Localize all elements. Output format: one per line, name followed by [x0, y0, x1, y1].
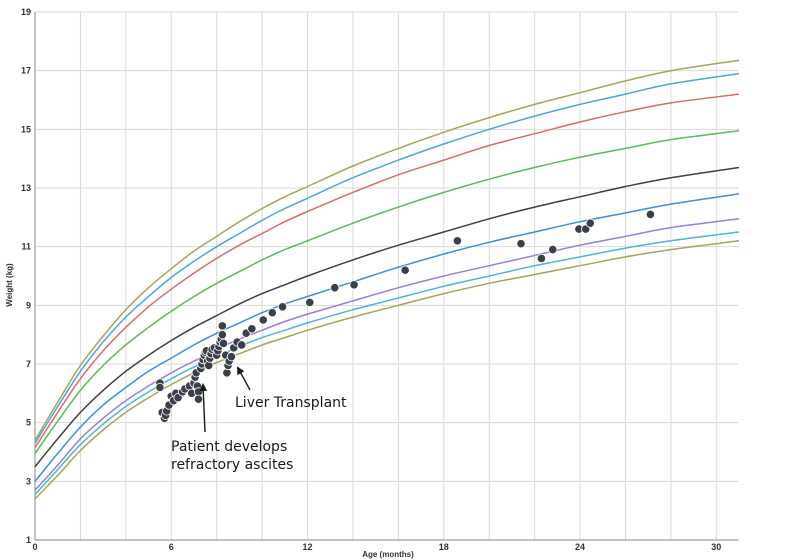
x-tick-label: 24: [575, 542, 585, 552]
patient-data-point: [548, 245, 558, 255]
patient-data-point: [155, 382, 165, 393]
y-axis-title: Weight (kg): [5, 263, 14, 307]
y-tick-label: 3: [26, 476, 31, 486]
y-tick-label: 9: [26, 300, 31, 310]
percentile-curve-9: [34, 59, 740, 441]
x-tick-label: 12: [303, 542, 313, 552]
ascites-label-line1: Patient develops: [171, 439, 287, 455]
patient-data-point: [237, 340, 247, 350]
percentile-curves: [34, 59, 740, 500]
percentile-curve-8: [34, 72, 740, 444]
y-tick-label: 5: [26, 418, 31, 428]
patient-data-point: [217, 330, 227, 340]
patient-data-point: [452, 236, 462, 246]
patient-points: [155, 209, 656, 423]
y-tick-label: 13: [21, 183, 31, 193]
y-tick-label: 7: [26, 359, 31, 369]
patient-data-point: [226, 352, 237, 362]
x-tick-label: 30: [711, 542, 721, 552]
patient-data-point: [516, 239, 526, 249]
x-tick-label: 18: [439, 542, 449, 552]
percentile-curve-5: [34, 166, 740, 468]
liver-transplant-arrow: [237, 366, 251, 391]
patient-data-point: [258, 315, 268, 325]
y-tick-label: 1: [26, 535, 31, 545]
ascites-label-line2: refractory ascites: [171, 457, 293, 473]
percentile-curve-3: [34, 218, 740, 491]
patient-data-point: [247, 324, 257, 334]
y-tick-label: 11: [21, 242, 31, 252]
ascites-arrow: [199, 383, 208, 433]
percentile-curve-2: [34, 231, 740, 496]
patient-data-point: [400, 265, 410, 275]
x-tick-label: 6: [169, 542, 174, 552]
grid: [34, 11, 739, 541]
patient-data-point: [267, 308, 277, 318]
y-tick-label: 15: [21, 124, 31, 134]
percentile-curve-7: [34, 93, 740, 449]
x-tick-label: 0: [32, 542, 37, 552]
patient-data-point: [349, 280, 359, 290]
percentile-curve-4: [34, 193, 740, 482]
patient-data-point: [305, 297, 315, 307]
patient-data-point: [218, 338, 229, 349]
patient-data-point: [645, 209, 656, 219]
liver-transplant-label: Liver Transplant: [235, 395, 347, 411]
y-tick-label: 19: [21, 7, 31, 17]
patient-data-point: [330, 283, 340, 293]
x-axis-title: Age (months): [362, 550, 414, 559]
patient-data-point: [277, 302, 288, 312]
patient-data-point: [217, 321, 227, 331]
y-tick-label: 17: [21, 66, 31, 76]
percentile-curve-1: [34, 240, 740, 500]
patient-data-point: [536, 253, 547, 263]
patient-data-point: [585, 218, 595, 228]
percentile-curve-6: [34, 130, 740, 454]
patient-data-point: [193, 394, 204, 404]
